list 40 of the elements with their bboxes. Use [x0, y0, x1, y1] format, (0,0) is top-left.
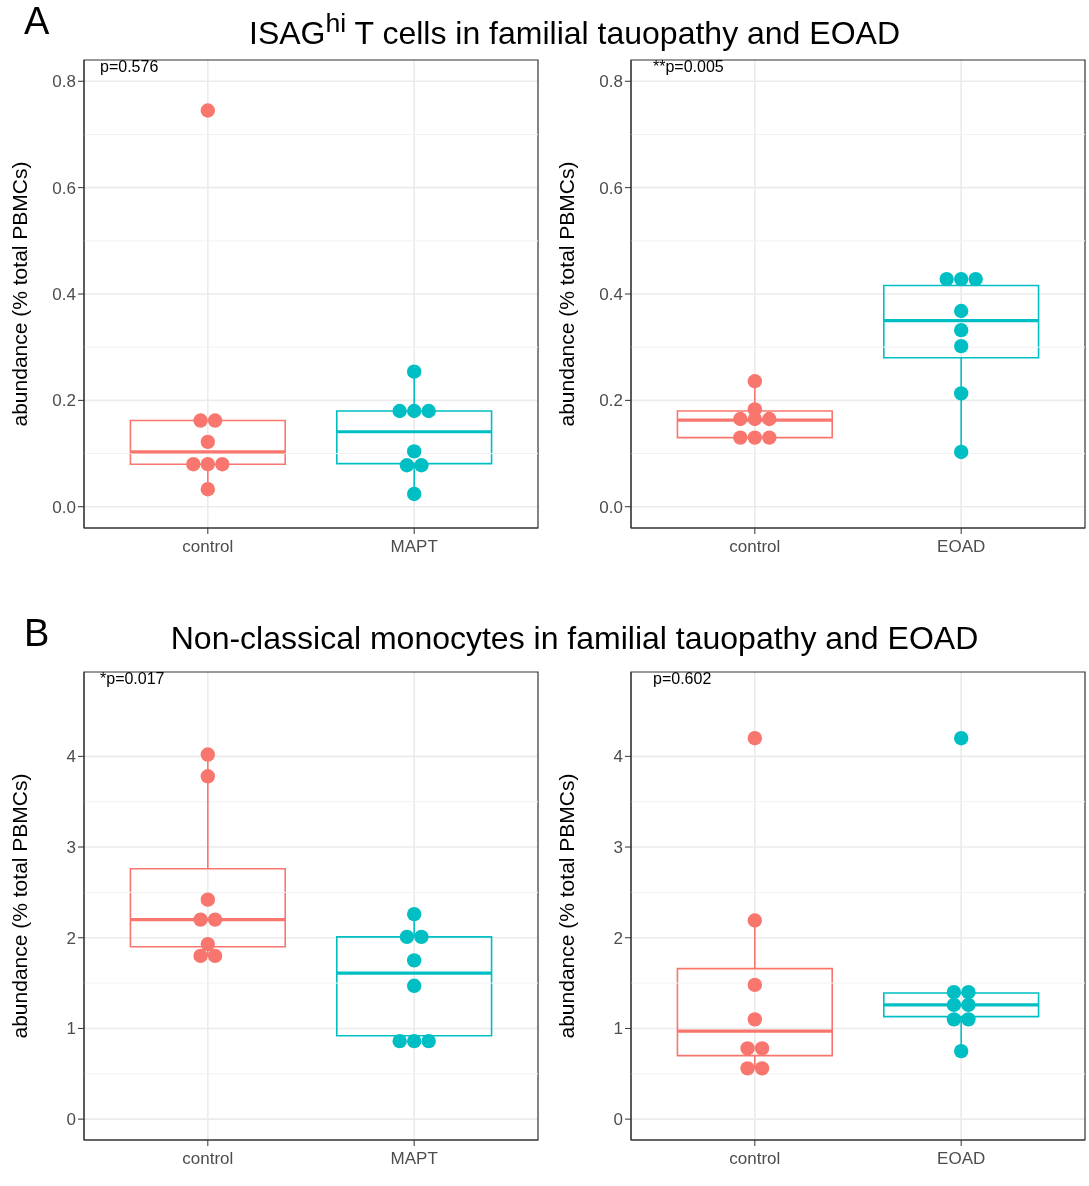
- text: B: [24, 612, 50, 655]
- x-tick-label: control: [182, 1149, 234, 1169]
- x-tick-label: EOAD: [937, 537, 986, 557]
- y-axis-title: abundance (% total PBMCs): [8, 161, 32, 427]
- chart-title: ISAG$^{hi}$ T cells in familial tauopathy and EOAD: [248, 8, 901, 52]
- y-axis-title: abundance (% total PBMCs): [555, 161, 579, 427]
- y-tick-label: 1: [66, 1019, 76, 1039]
- y-tick-label: 0.0: [52, 497, 76, 517]
- y-tick-label: 0.4: [52, 285, 76, 305]
- y-tick-label: 0.8: [599, 72, 623, 92]
- y-tick-label: 0.2: [599, 391, 623, 411]
- annotation: **p=0.005: [653, 58, 724, 76]
- y-tick-label: 4: [66, 747, 76, 767]
- y-tick-label: 1: [613, 1019, 623, 1039]
- x-tick-label: MAPT: [390, 1149, 438, 1169]
- annotation: p=0.576: [100, 58, 159, 76]
- y-tick-label: 3: [66, 838, 76, 858]
- x-tick-label: control: [182, 537, 234, 557]
- chart-title: Non-classical monocytes in familial tauopathy and EOAD: [169, 620, 980, 657]
- y-tick-label: 4: [613, 747, 623, 767]
- y-tick-label: 0.6: [52, 178, 76, 198]
- annotation: *p=0.017: [100, 670, 165, 688]
- y-tick-label: 0.2: [52, 391, 76, 411]
- y-tick-label: 0.0: [599, 497, 623, 517]
- y-tick-label: 0.4: [599, 285, 623, 305]
- text: A: [24, 0, 50, 43]
- y-axis-title: abundance (% total PBMCs): [8, 773, 32, 1039]
- y-tick-label: 0.6: [599, 178, 623, 198]
- x-tick-label: MAPT: [390, 537, 438, 557]
- x-tick-label: EOAD: [937, 1149, 986, 1169]
- annotation: p=0.602: [653, 670, 712, 688]
- y-tick-label: 0: [613, 1110, 623, 1130]
- y-tick-label: 0: [66, 1110, 76, 1130]
- y-tick-label: 2: [66, 928, 76, 948]
- y-tick-label: 3: [613, 838, 623, 858]
- y-axis-title: abundance (% total PBMCs): [555, 773, 579, 1039]
- y-tick-label: 0.8: [52, 72, 76, 92]
- y-tick-label: 2: [613, 928, 623, 948]
- x-tick-label: control: [729, 1149, 781, 1169]
- x-tick-label: control: [729, 537, 781, 557]
